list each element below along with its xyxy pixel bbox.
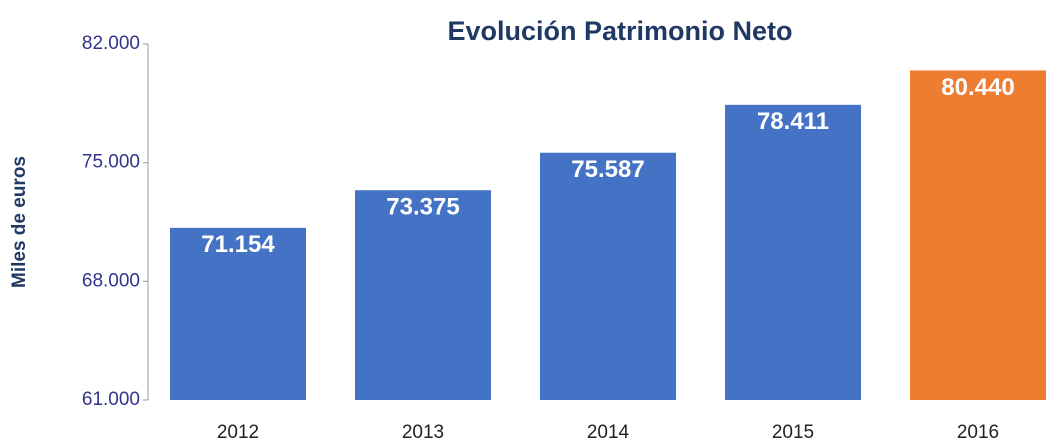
value-label: 80.440 bbox=[941, 74, 1014, 101]
bar bbox=[170, 227, 306, 400]
bar bbox=[540, 152, 676, 400]
bar bbox=[355, 190, 491, 400]
bar bbox=[725, 104, 861, 400]
value-label: 73.375 bbox=[386, 194, 459, 221]
y-tick-label: 82.000 bbox=[82, 33, 140, 54]
y-tick-label: 75.000 bbox=[82, 152, 140, 173]
y-tick-label: 61.000 bbox=[82, 389, 140, 410]
x-tick-label: 2016 bbox=[957, 422, 999, 443]
value-label: 75.587 bbox=[571, 156, 644, 183]
x-tick-label: 2015 bbox=[772, 422, 814, 443]
x-tick-label: 2014 bbox=[587, 422, 630, 443]
value-label: 78.411 bbox=[757, 108, 829, 135]
x-tick-label: 2013 bbox=[402, 422, 444, 443]
value-label: 71.154 bbox=[201, 231, 275, 258]
y-axis-label: Miles de euros bbox=[9, 156, 30, 288]
chart-title: Evolución Patrimonio Neto bbox=[447, 16, 792, 46]
y-tick-label: 68.000 bbox=[82, 270, 140, 291]
bar bbox=[910, 70, 1046, 401]
x-tick-label: 2012 bbox=[217, 422, 259, 443]
